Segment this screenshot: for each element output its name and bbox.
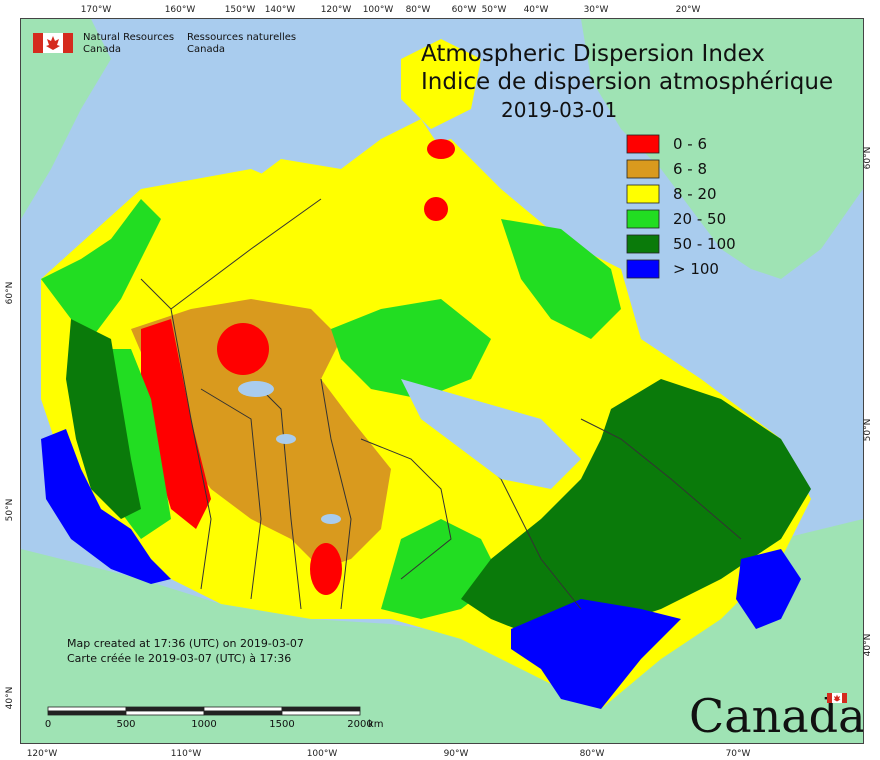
legend-label: 0 - 6	[673, 135, 707, 153]
top-tick-label: 120°W	[321, 5, 352, 15]
left-tick-label: 50°N	[5, 499, 15, 522]
scale-label: 1000	[191, 719, 216, 730]
zone-50-100-bc	[66, 319, 141, 519]
top-tick-label: 80°W	[406, 5, 431, 15]
zone-100-plus-ontario	[511, 599, 681, 709]
agency-en-line2: Canada	[83, 44, 121, 55]
legend: 0 - 6 6 - 8 8 - 20 20 - 50 50 - 100 > 100	[626, 134, 736, 279]
left-tick-label: 40°N	[5, 687, 15, 710]
top-tick-label: 170°W	[81, 5, 112, 15]
legend-label: > 100	[673, 260, 719, 278]
top-tick-label: 140°W	[265, 5, 296, 15]
zone-0-6-arctic-2	[424, 197, 448, 221]
scale-segment	[281, 706, 361, 712]
right-tick-label: 40°N	[863, 634, 873, 657]
credit-fr: Carte créée le 2019-03-07 (UTC) à 17:36	[67, 652, 291, 665]
zone-0-6-arctic-1	[427, 139, 455, 159]
bottom-tick-label: 110°W	[171, 749, 202, 759]
zone-50-100-east	[461, 379, 811, 639]
zone-100-plus-coast	[41, 429, 171, 584]
scale-label: 1500	[269, 719, 294, 730]
zone-0-6-manitoba	[310, 543, 342, 595]
legend-label: 8 - 20	[673, 185, 717, 203]
scale-segment	[47, 706, 127, 712]
wordmark-flag-icon	[827, 693, 847, 703]
agency-en-line1: Natural Resources	[83, 32, 174, 43]
zone-0-6-prairie	[141, 319, 211, 529]
scale-label: 500	[116, 719, 135, 730]
zone-0-6-north	[217, 323, 269, 375]
agency-fr-line1: Ressources naturelles	[187, 32, 296, 43]
scale-unit: km	[368, 719, 384, 730]
legend-swatch	[626, 134, 660, 154]
scale-segment	[281, 710, 361, 716]
top-tick-label: 50°W	[482, 5, 507, 15]
legend-label: 50 - 100	[673, 235, 736, 253]
scale-segment	[203, 706, 283, 712]
scale-segment	[125, 710, 205, 716]
scale-segment	[47, 710, 127, 716]
canada-flag-icon	[33, 33, 73, 53]
scale-label: 2000	[347, 719, 372, 730]
zone-6-8	[131, 299, 391, 569]
russia-land	[21, 49, 81, 179]
left-tick-label: 60°N	[5, 282, 15, 305]
bottom-tick-label: 120°W	[27, 749, 58, 759]
top-tick-label: 150°W	[225, 5, 256, 15]
top-tick-label: 20°W	[676, 5, 701, 15]
top-tick-label: 160°W	[165, 5, 196, 15]
title-fr: Indice de dispersion atmosphérique	[421, 69, 833, 95]
legend-swatch	[626, 184, 660, 204]
legend-label: 6 - 8	[673, 160, 707, 178]
bottom-tick-label: 100°W	[307, 749, 338, 759]
top-tick-label: 30°W	[584, 5, 609, 15]
legend-swatch	[626, 259, 660, 279]
top-tick-label: 60°W	[452, 5, 477, 15]
top-tick-label: 40°W	[524, 5, 549, 15]
map-canvas: Natural Resources Canada Ressources natu…	[20, 18, 864, 744]
map-date: 2019-03-01	[501, 98, 617, 122]
legend-swatch	[626, 159, 660, 179]
zone-20-50-hudson	[331, 299, 491, 399]
zone-100-plus-maritimes	[736, 549, 801, 629]
bottom-tick-label: 70°W	[726, 749, 751, 759]
agency-fr-line2: Canada	[187, 44, 225, 55]
ellesmere-island	[401, 39, 481, 129]
usa-land	[21, 519, 863, 743]
map-svg: Natural Resources Canada Ressources natu…	[21, 19, 863, 743]
title-en: Atmospheric Dispersion Index	[421, 41, 765, 67]
credit-en: Map created at 17:36 (UTC) on 2019-03-07	[67, 637, 304, 650]
top-tick-label: 100°W	[363, 5, 394, 15]
lakes	[238, 379, 581, 524]
scale-segment	[203, 710, 283, 716]
arctic-islands	[241, 119, 441, 229]
scale-label: 0	[45, 719, 51, 730]
bottom-tick-label: 90°W	[444, 749, 469, 759]
right-tick-label: 50°N	[863, 419, 873, 442]
zone-20-50-west	[41, 199, 161, 339]
legend-swatch	[626, 209, 660, 229]
zone-20-50-quebec-north	[501, 219, 621, 339]
right-tick-label: 60°N	[863, 147, 873, 170]
bottom-tick-label: 80°W	[580, 749, 605, 759]
legend-label: 20 - 50	[673, 210, 726, 228]
legend-swatch	[626, 234, 660, 254]
greenland-land	[581, 19, 863, 279]
scale-segment	[125, 706, 205, 712]
